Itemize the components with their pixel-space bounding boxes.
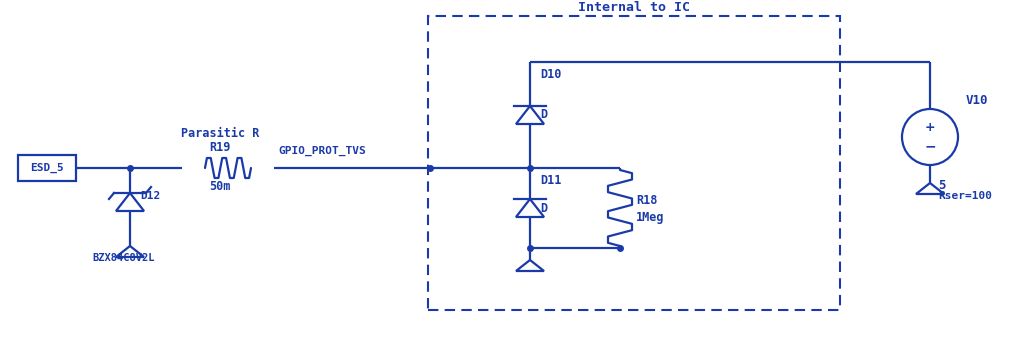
- Text: Rser=100: Rser=100: [938, 191, 992, 201]
- Text: 5: 5: [938, 179, 945, 192]
- Text: −: −: [925, 140, 936, 154]
- Text: Internal to IC: Internal to IC: [578, 1, 690, 14]
- Text: D12: D12: [140, 191, 160, 201]
- Text: Parasitic R: Parasitic R: [181, 127, 259, 140]
- Text: D10: D10: [540, 68, 561, 81]
- Text: D11: D11: [540, 174, 561, 187]
- Text: R19: R19: [209, 141, 230, 154]
- Text: D: D: [540, 108, 547, 121]
- Text: D: D: [540, 201, 547, 214]
- Text: BZX84C8V2L: BZX84C8V2L: [92, 253, 155, 263]
- Text: R18: R18: [636, 193, 657, 206]
- Text: GPIO_PROT_TVS: GPIO_PROT_TVS: [278, 146, 366, 156]
- Text: 50m: 50m: [209, 180, 230, 193]
- Bar: [428, 16, 840, 310]
- Text: ESD_5: ESD_5: [30, 163, 63, 173]
- Text: 1Meg: 1Meg: [636, 212, 665, 225]
- Text: +: +: [925, 121, 935, 134]
- FancyBboxPatch shape: [18, 155, 76, 181]
- Text: V10: V10: [966, 94, 988, 106]
